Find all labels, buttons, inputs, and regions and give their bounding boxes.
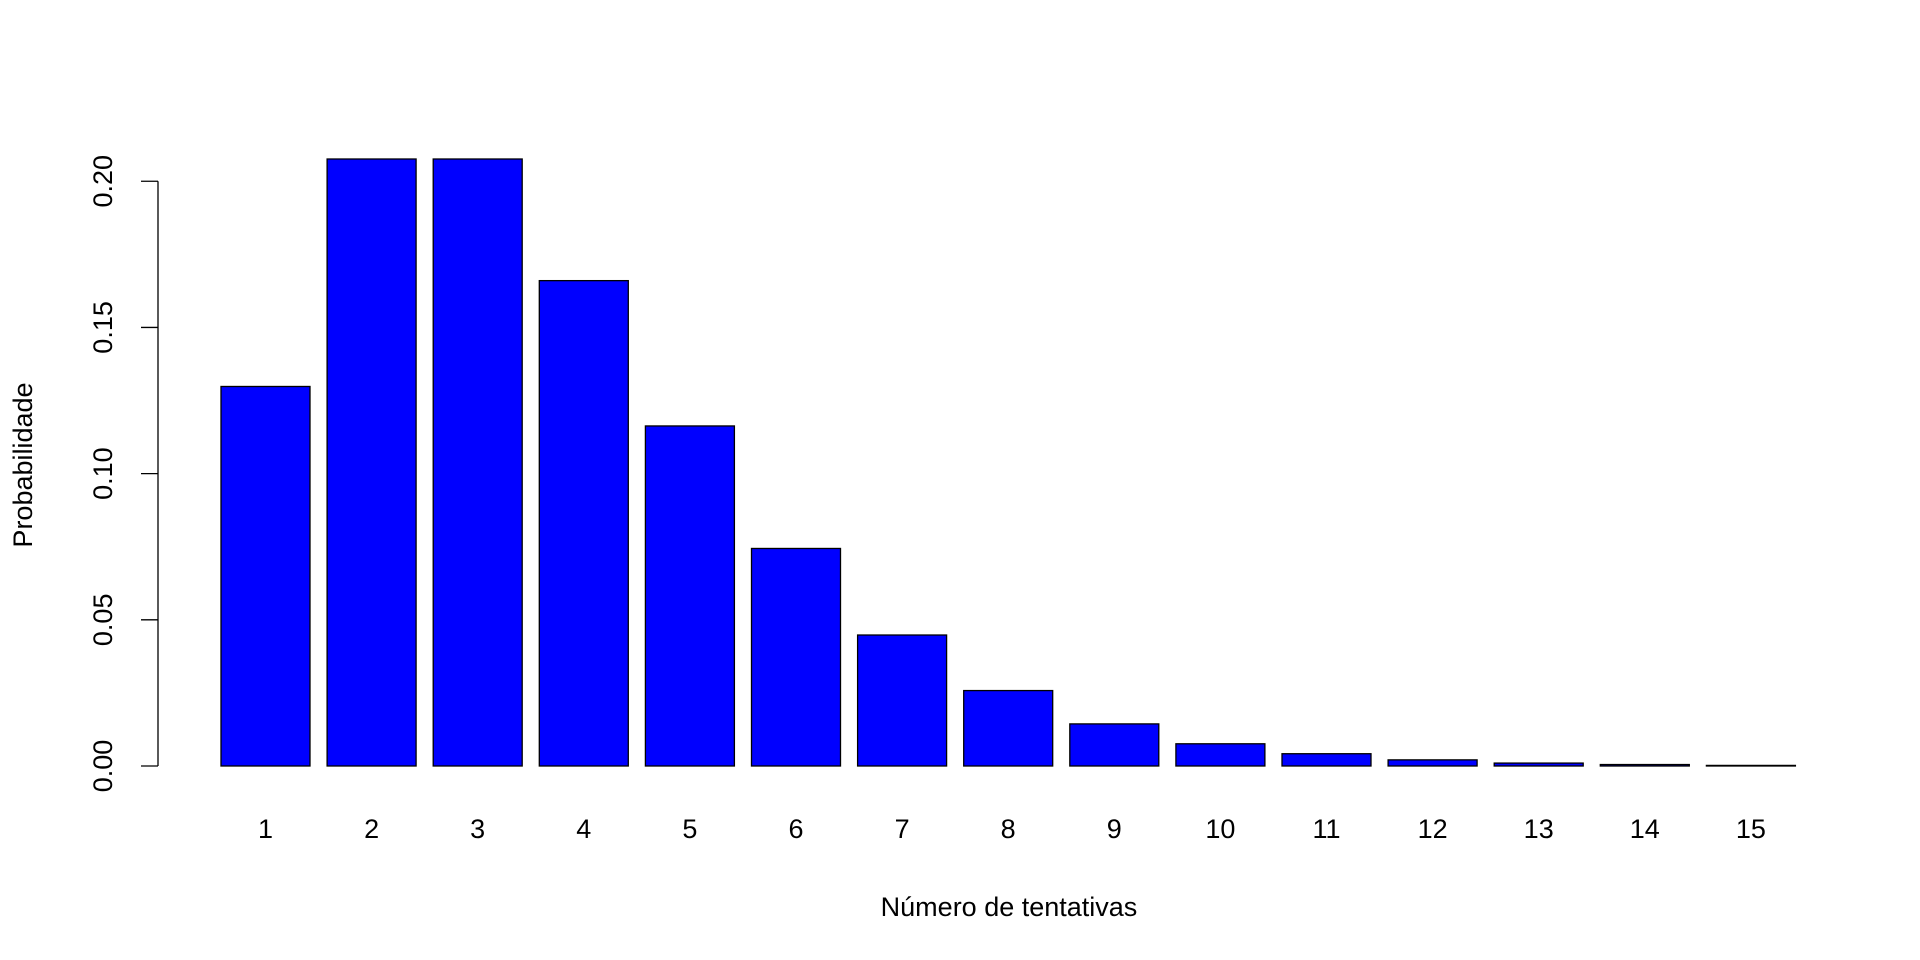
bar [750, 547, 842, 767]
y-tick-label: 0.10 [88, 447, 118, 500]
x-tick-label: 11 [1312, 814, 1340, 844]
bar [963, 689, 1054, 767]
x-tick-label: 13 [1524, 814, 1554, 844]
x-tick-label: 12 [1418, 814, 1448, 844]
bar [856, 634, 948, 767]
bar [1599, 763, 1690, 767]
x-tick-label: 1 [258, 814, 273, 844]
x-tick-label: 7 [895, 814, 910, 844]
bar [432, 158, 523, 767]
bar [1705, 764, 1797, 767]
y-axis-title: Probabilidade [8, 382, 38, 547]
bar [644, 425, 736, 767]
x-tick-label: 3 [470, 814, 485, 844]
bar [538, 279, 629, 767]
y-tick-label: 0.00 [88, 740, 118, 793]
x-tick-label: 15 [1736, 814, 1766, 844]
x-tick-label: 4 [576, 814, 591, 844]
bar [1387, 759, 1478, 767]
x-axis-title: Número de tentativas [881, 892, 1138, 922]
bar [220, 385, 311, 767]
x-tick-label: 5 [682, 814, 697, 844]
y-tick-label: 0.20 [88, 155, 118, 208]
bar [1281, 753, 1372, 767]
bar [326, 158, 417, 767]
x-tick-label: 8 [1001, 814, 1016, 844]
x-tick-label: 10 [1205, 814, 1235, 844]
x-tick-label: 6 [788, 814, 803, 844]
bar [1175, 743, 1266, 767]
bar [1069, 723, 1160, 767]
bar [1493, 762, 1584, 767]
x-tick-label: 9 [1107, 814, 1122, 844]
y-tick-label: 0.05 [88, 594, 118, 647]
x-tick-label: 2 [364, 814, 379, 844]
y-tick-label: 0.15 [88, 301, 118, 354]
x-tick-label: 14 [1630, 814, 1660, 844]
